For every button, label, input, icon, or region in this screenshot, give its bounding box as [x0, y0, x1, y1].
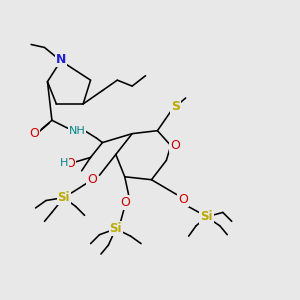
- Text: N: N: [56, 53, 66, 66]
- Text: O: O: [29, 127, 39, 140]
- Text: O: O: [178, 193, 188, 206]
- Text: O: O: [170, 139, 180, 152]
- Text: Si: Si: [200, 210, 213, 224]
- Text: O: O: [120, 196, 130, 208]
- Text: NH: NH: [69, 126, 86, 136]
- Text: Si: Si: [58, 191, 70, 204]
- Text: O: O: [65, 157, 75, 170]
- Text: S: S: [171, 100, 180, 113]
- Text: H: H: [60, 158, 68, 168]
- Text: Si: Si: [110, 222, 122, 235]
- Text: O: O: [87, 173, 97, 186]
